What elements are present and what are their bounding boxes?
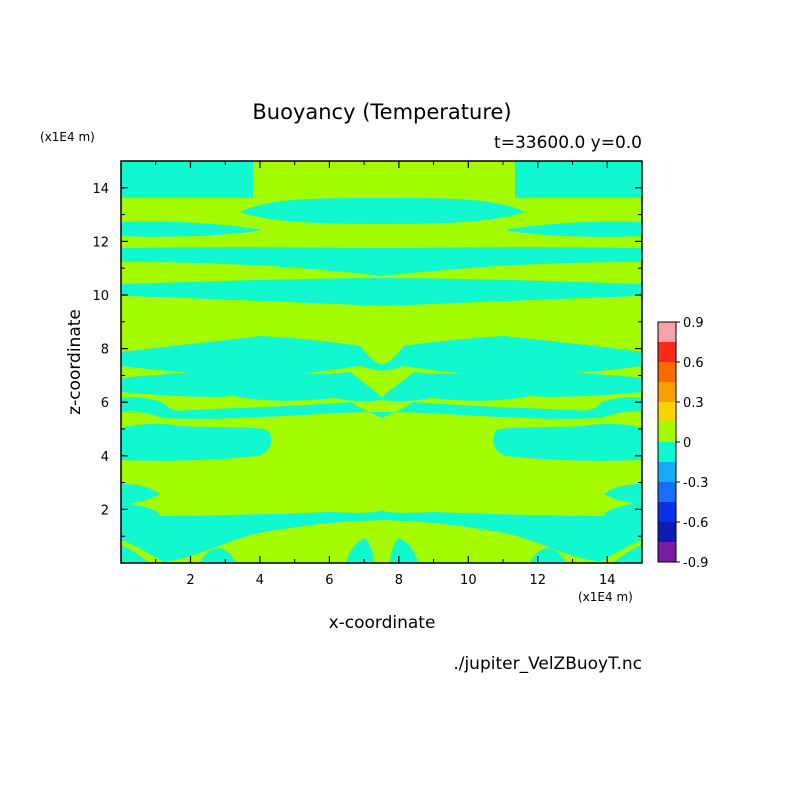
region-band-5-9 xyxy=(121,397,642,419)
colorbar-tick-label: -0.6 xyxy=(683,516,708,531)
colorbar-segment xyxy=(658,482,676,502)
x-tick-label: 14 xyxy=(599,573,616,588)
region-band-13 xyxy=(240,198,525,224)
y-unit-label: (x1E4 m) xyxy=(40,130,95,144)
x-axis: 2 4 6 8 10 12 14 xyxy=(155,161,616,588)
region-bottom-pocket-left xyxy=(200,548,236,563)
source-label: ./jupiter_VelZBuoyT.nc xyxy=(453,654,642,674)
colorbar-segment xyxy=(658,522,676,542)
chart-title: Buoyancy (Temperature) xyxy=(252,100,511,124)
x-axis-label: x-coordinate xyxy=(329,613,436,633)
colorbar-segment xyxy=(658,382,676,402)
colorbar-tick-label: 0.3 xyxy=(683,396,704,411)
region-band-10 xyxy=(121,278,642,306)
chart-subtitle: t=33600.0 y=0.0 xyxy=(494,133,642,153)
colorbar-tick-label: 0.9 xyxy=(683,316,704,331)
x-tick-label: 2 xyxy=(186,573,194,588)
x-tick-label: 8 xyxy=(395,573,403,588)
x-tick-label: 4 xyxy=(256,573,264,588)
region-band-4-5-right xyxy=(493,423,642,461)
colorbar-tick-label: -0.9 xyxy=(683,556,708,571)
region-band-6-8 xyxy=(121,370,642,402)
colorbar-tick-label: 0.6 xyxy=(683,356,704,371)
region-band-7-5 xyxy=(121,336,642,375)
colorbar-segment xyxy=(658,422,676,442)
y-tick-label: 8 xyxy=(101,343,109,358)
region-band-4-5 xyxy=(121,423,272,461)
region-top-right xyxy=(515,161,642,198)
colorbar-segment xyxy=(658,502,676,522)
colorbar-segment xyxy=(658,542,676,562)
colorbar-segment xyxy=(658,402,676,422)
colorbar-tick-label: -0.3 xyxy=(683,476,708,491)
region-band-11 xyxy=(121,247,642,276)
region-top-left xyxy=(121,161,253,198)
y-tick-label: 6 xyxy=(101,396,109,411)
colorbar-segment xyxy=(658,342,676,362)
y-axis: 2 4 6 8 10 12 14 xyxy=(92,182,642,537)
x-tick-label: 6 xyxy=(325,573,333,588)
region-bottom-left xyxy=(121,545,150,563)
region-bottom-pocket-center-right xyxy=(390,538,418,563)
colorbar-segment xyxy=(658,362,676,382)
colorbar-segment xyxy=(658,442,676,462)
colorbar: 0.9 0.6 0.3 0 -0.3 -0.6 -0.9 xyxy=(657,316,708,571)
region-band-12-right xyxy=(505,221,642,237)
region-band-2-3 xyxy=(121,484,642,562)
colorbar-tick-label: 0 xyxy=(683,436,691,451)
field-area xyxy=(121,161,642,563)
y-axis-label: z-coordinate xyxy=(65,309,85,415)
region-bottom-pocket-center-left xyxy=(346,538,374,563)
colorbar-segment xyxy=(658,462,676,482)
x-tick-label: 12 xyxy=(530,573,547,588)
colorbar-segment xyxy=(658,322,676,342)
region-band-12 xyxy=(121,221,262,237)
region-bottom-right xyxy=(612,545,642,563)
negative-buoyancy-regions xyxy=(121,161,642,563)
x-unit-label: (x1E4 m) xyxy=(578,590,633,604)
y-tick-label: 12 xyxy=(92,235,109,250)
plot-frame xyxy=(120,160,643,564)
y-tick-label: 2 xyxy=(101,503,109,518)
region-bottom-pocket-right xyxy=(530,548,566,563)
y-tick-label: 14 xyxy=(92,182,109,197)
x-tick-label: 10 xyxy=(460,573,477,588)
y-tick-label: 10 xyxy=(92,289,109,304)
y-tick-label: 4 xyxy=(101,450,109,465)
